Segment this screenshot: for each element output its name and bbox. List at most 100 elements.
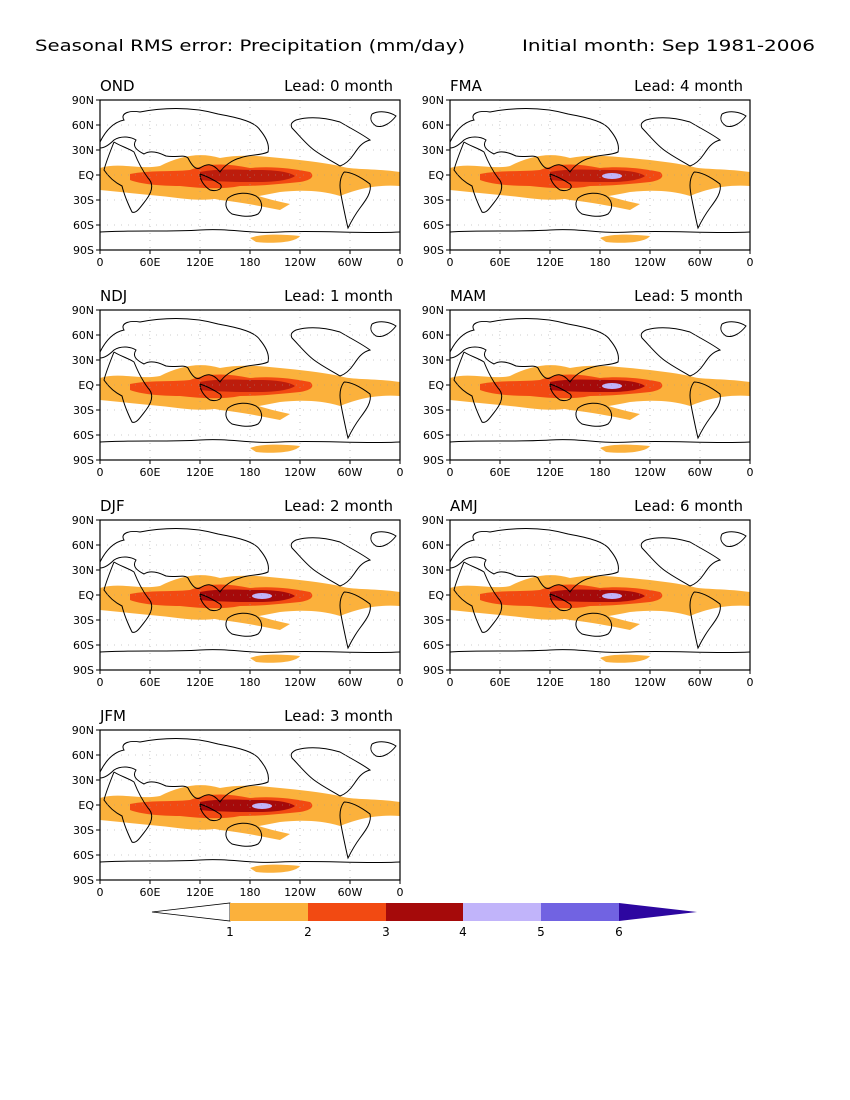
latitude-label: 30N xyxy=(72,774,94,787)
latitude-label: 90N xyxy=(422,94,444,107)
latitude-label: EQ xyxy=(428,589,444,602)
map-panel: 90N060N60E30N120EEQ18030S120W60S60W90S0D… xyxy=(72,497,404,689)
error-field-3-4 xyxy=(200,379,295,392)
error-field-4-5 xyxy=(252,593,272,599)
error-field-4-5 xyxy=(252,803,272,809)
longitude-label: 180 xyxy=(240,256,261,269)
error-field-3-4 xyxy=(200,799,295,812)
longitude-label: 120W xyxy=(284,886,316,899)
longitude-label: 180 xyxy=(240,676,261,689)
longitude-label: 60E xyxy=(140,466,161,479)
longitude-label: 0 xyxy=(97,676,104,689)
colorbar: 1 2 3 4 5 6 xyxy=(151,902,697,939)
season-label: JFM xyxy=(99,707,126,725)
colorbar-label: 4 xyxy=(459,925,467,939)
colorbar-label: 3 xyxy=(382,925,390,939)
latitude-label: 30S xyxy=(423,404,444,417)
latitude-label: EQ xyxy=(428,169,444,182)
longitude-label: 0 xyxy=(447,466,454,479)
latitude-label: 60S xyxy=(73,639,94,652)
season-label: MAM xyxy=(450,287,486,305)
latitude-label: 60S xyxy=(423,429,444,442)
latitude-label: 60S xyxy=(73,429,94,442)
lead-label: Lead: 5 month xyxy=(634,287,743,305)
lead-label: Lead: 0 month xyxy=(284,77,393,95)
latitude-label: EQ xyxy=(78,169,94,182)
latitude-label: 90S xyxy=(73,244,94,257)
latitude-label: 90N xyxy=(72,304,94,317)
latitude-label: EQ xyxy=(78,589,94,602)
latitude-label: 30N xyxy=(72,354,94,367)
longitude-label: 180 xyxy=(590,466,611,479)
latitude-label: 90N xyxy=(72,724,94,737)
colorbar-label: 6 xyxy=(615,925,623,939)
latitude-label: 60S xyxy=(73,219,94,232)
longitude-label: 0 xyxy=(397,886,404,899)
error-field-3-4 xyxy=(550,379,645,392)
error-field-1-2 xyxy=(250,234,300,243)
latitude-label: 60N xyxy=(72,749,94,762)
longitude-label: 60W xyxy=(688,676,713,689)
longitude-label: 120W xyxy=(284,466,316,479)
longitude-label: 120W xyxy=(634,466,666,479)
latitude-label: 90S xyxy=(73,454,94,467)
longitude-label: 60W xyxy=(688,466,713,479)
longitude-label: 0 xyxy=(747,256,754,269)
latitude-label: EQ xyxy=(78,379,94,392)
error-field-3-4 xyxy=(550,589,645,602)
longitude-label: 0 xyxy=(397,466,404,479)
longitude-label: 120E xyxy=(186,886,214,899)
longitude-label: 180 xyxy=(590,676,611,689)
longitude-label: 0 xyxy=(747,676,754,689)
latitude-label: EQ xyxy=(78,799,94,812)
latitude-label: 30N xyxy=(72,144,94,157)
error-field-1-2 xyxy=(600,654,650,663)
latitude-label: 60S xyxy=(423,639,444,652)
longitude-label: 0 xyxy=(97,886,104,899)
latitude-label: 60S xyxy=(423,219,444,232)
longitude-label: 120E xyxy=(186,466,214,479)
latitude-label: EQ xyxy=(428,379,444,392)
error-field-3-4 xyxy=(550,169,645,182)
latitude-label: 30S xyxy=(73,824,94,837)
latitude-label: 90S xyxy=(423,664,444,677)
lead-label: Lead: 6 month xyxy=(634,497,743,515)
colorbar-segment-high xyxy=(619,903,697,921)
colorbar-label: 2 xyxy=(304,925,312,939)
colorbar-segment xyxy=(230,903,308,921)
longitude-label: 0 xyxy=(447,256,454,269)
latitude-label: 30S xyxy=(73,194,94,207)
map-panel: 90N060N60E30N120EEQ18030S120W60S60W90S0F… xyxy=(422,77,754,269)
latitude-label: 30S xyxy=(73,614,94,627)
longitude-label: 60E xyxy=(490,676,511,689)
initial-month-label: Initial month: Sep 1981-2006 xyxy=(522,36,815,55)
error-field-3-4 xyxy=(200,589,295,602)
longitude-label: 120E xyxy=(536,676,564,689)
latitude-label: 30N xyxy=(72,564,94,577)
longitude-label: 0 xyxy=(397,676,404,689)
season-label: OND xyxy=(100,77,135,95)
longitude-label: 120E xyxy=(536,256,564,269)
error-field-4-5 xyxy=(602,593,622,599)
map-panel: 90N060N60E30N120EEQ18030S120W60S60W90S0M… xyxy=(422,287,754,479)
longitude-label: 0 xyxy=(97,256,104,269)
longitude-label: 60W xyxy=(338,676,363,689)
error-field-1-2 xyxy=(250,444,300,453)
longitude-label: 0 xyxy=(397,256,404,269)
lead-label: Lead: 2 month xyxy=(284,497,393,515)
longitude-label: 60E xyxy=(140,256,161,269)
error-field-3-4 xyxy=(200,169,295,182)
season-label: NDJ xyxy=(100,287,127,305)
longitude-label: 60E xyxy=(490,466,511,479)
map-panel: 90N060N60E30N120EEQ18030S120W60S60W90S0O… xyxy=(72,77,404,269)
longitude-label: 180 xyxy=(590,256,611,269)
latitude-label: 90S xyxy=(73,874,94,887)
season-label: FMA xyxy=(450,77,483,95)
longitude-label: 60W xyxy=(338,466,363,479)
colorbar-segment-low xyxy=(151,902,231,922)
error-field-1-2 xyxy=(600,444,650,453)
colorbar-segment xyxy=(463,903,541,921)
error-field-4-5 xyxy=(602,383,622,389)
lead-label: Lead: 4 month xyxy=(634,77,743,95)
longitude-label: 60E xyxy=(490,256,511,269)
